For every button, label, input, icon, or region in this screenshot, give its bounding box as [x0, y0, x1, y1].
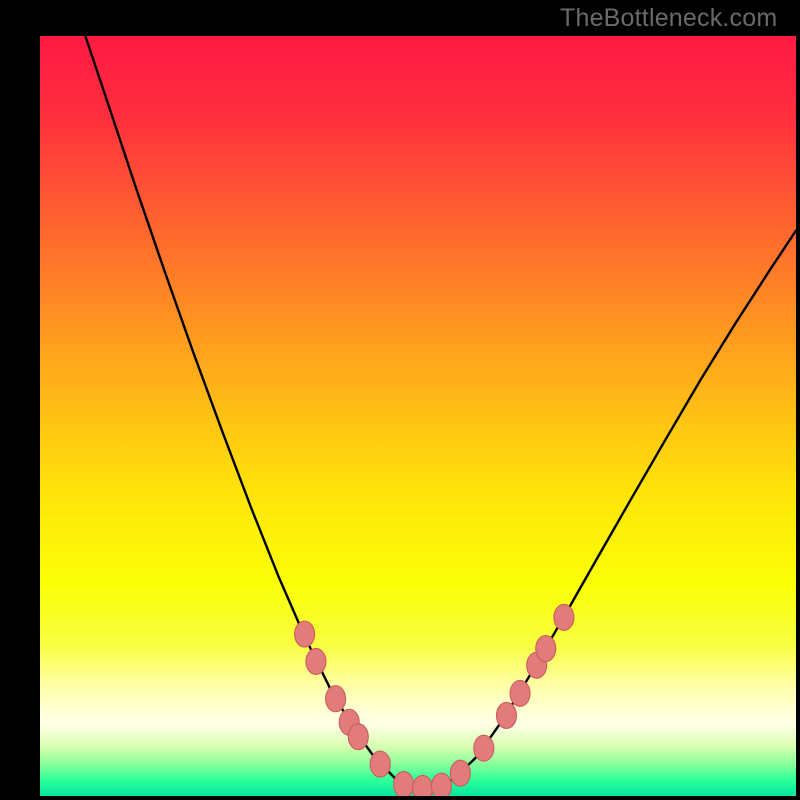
data-marker — [394, 772, 414, 796]
data-marker — [554, 604, 574, 630]
bottleneck-curve — [85, 36, 796, 788]
data-marker — [474, 735, 494, 761]
watermark-text: TheBottleneck.com — [560, 4, 777, 33]
data-marker — [370, 751, 390, 777]
data-marker — [510, 680, 530, 706]
plot-area — [40, 36, 796, 796]
data-marker — [536, 636, 556, 662]
data-marker — [348, 724, 368, 750]
data-marker — [413, 775, 433, 796]
data-marker — [295, 621, 315, 647]
curve-layer — [40, 36, 796, 796]
data-marker — [326, 686, 346, 712]
data-marker — [306, 648, 326, 674]
data-marker — [450, 760, 470, 786]
data-marker — [496, 702, 516, 728]
data-marker — [431, 773, 451, 796]
